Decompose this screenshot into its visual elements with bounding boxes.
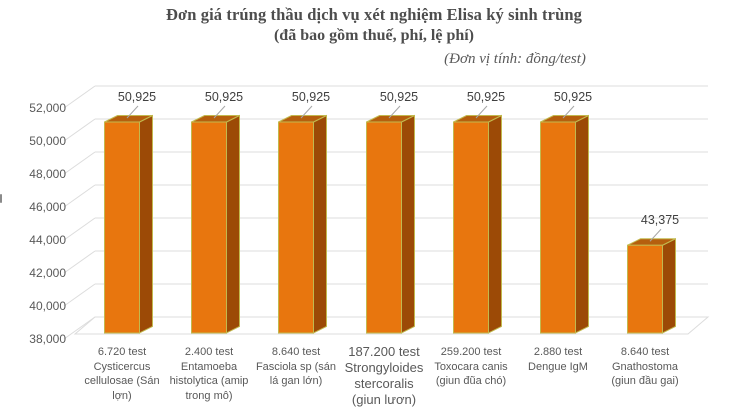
y-axis-label: 44,000 — [29, 233, 66, 247]
data-label: 43,375 — [640, 213, 680, 228]
bar-column-3 — [278, 114, 327, 334]
chart-subtitle: (đã bao gồm thuế, phí, lệ phí) — [273, 27, 475, 44]
data-label-leader-line — [562, 105, 575, 119]
axis-tick-connector — [63, 217, 96, 241]
unit-note: (Đơn vị tính: đồng/test) — [444, 51, 586, 67]
bar-column-7 — [627, 237, 676, 334]
bar-side-face — [401, 114, 415, 334]
data-label: 50,925 — [379, 90, 419, 104]
bar-column-1 — [104, 114, 153, 334]
y-axis-label: 52,000 — [29, 101, 66, 115]
axis-tick-connector — [63, 85, 96, 109]
bar-side-face — [488, 114, 502, 334]
bar-front-face — [540, 121, 576, 334]
data-label: 50,925 — [291, 90, 331, 104]
axis-tick-connector — [63, 118, 96, 142]
bar-front-face — [366, 121, 402, 334]
y-axis-label: 46,000 — [29, 200, 66, 214]
bar-side-face — [662, 237, 676, 334]
bar-front-face — [104, 121, 140, 334]
bar-front-face — [627, 244, 663, 334]
axis-title-fragment — [0, 194, 2, 203]
bar-front-face — [191, 121, 227, 334]
data-label: 50,925 — [204, 90, 244, 104]
category-label: 6.720 test Cysticercus cellulosae (Sán l… — [84, 346, 160, 402]
y-axis-label: 38,000 — [29, 332, 66, 346]
data-label: 50,925 — [553, 90, 593, 104]
category-label: 259.200 test Toxocara canis (giun đũa ch… — [434, 346, 508, 387]
category-label: 2.880 test Dengue IgM — [528, 346, 588, 373]
bar-front-face — [453, 121, 489, 334]
data-label: 50,925 — [466, 90, 506, 104]
y-axis-label: 50,000 — [29, 134, 66, 148]
data-label-leader-line — [388, 105, 401, 119]
category-label: 187.200 test Strongyloides stercoralis (… — [344, 344, 424, 407]
chart-title: Đơn giá trúng thầu dịch vụ xét nghiệm El… — [166, 5, 582, 24]
axis-tick-connector — [63, 184, 96, 208]
bar-column-4 — [366, 114, 415, 334]
bar-front-face — [278, 121, 314, 334]
category-label: 8.640 test Fasciola sp (sán lá gan lớn) — [255, 346, 337, 387]
y-axis-label: 40,000 — [29, 299, 66, 313]
bar-column-6 — [540, 114, 589, 334]
axis-tick-connector — [63, 283, 96, 307]
bar-column-5 — [453, 114, 502, 334]
data-label-leader-line — [126, 105, 139, 119]
category-label: 2.400 test Entamoeba histolytica (amip t… — [169, 346, 249, 402]
bar-side-face — [226, 114, 240, 334]
y-axis-label: 48,000 — [29, 167, 66, 181]
bar-side-face — [575, 114, 589, 334]
bar-column-2 — [191, 114, 240, 334]
data-label-leader-line — [213, 105, 226, 119]
data-label-leader-line — [475, 105, 488, 119]
axis-tick-connector — [63, 151, 96, 175]
axis-tick-connector — [63, 250, 96, 274]
data-label: 50,925 — [117, 90, 157, 104]
chart-title-block: Đơn giá trúng thầu dịch vụ xét nghiệm El… — [14, 4, 734, 46]
bar-side-face — [313, 114, 327, 334]
data-label-leader-line — [300, 105, 313, 119]
data-label-leader-line — [649, 228, 662, 242]
bar-side-face — [139, 114, 153, 334]
axis-tick-connector — [63, 316, 96, 340]
y-axis-label: 42,000 — [29, 266, 66, 280]
category-label: 8.640 test Gnathostoma (giun đầu gai) — [611, 346, 679, 387]
